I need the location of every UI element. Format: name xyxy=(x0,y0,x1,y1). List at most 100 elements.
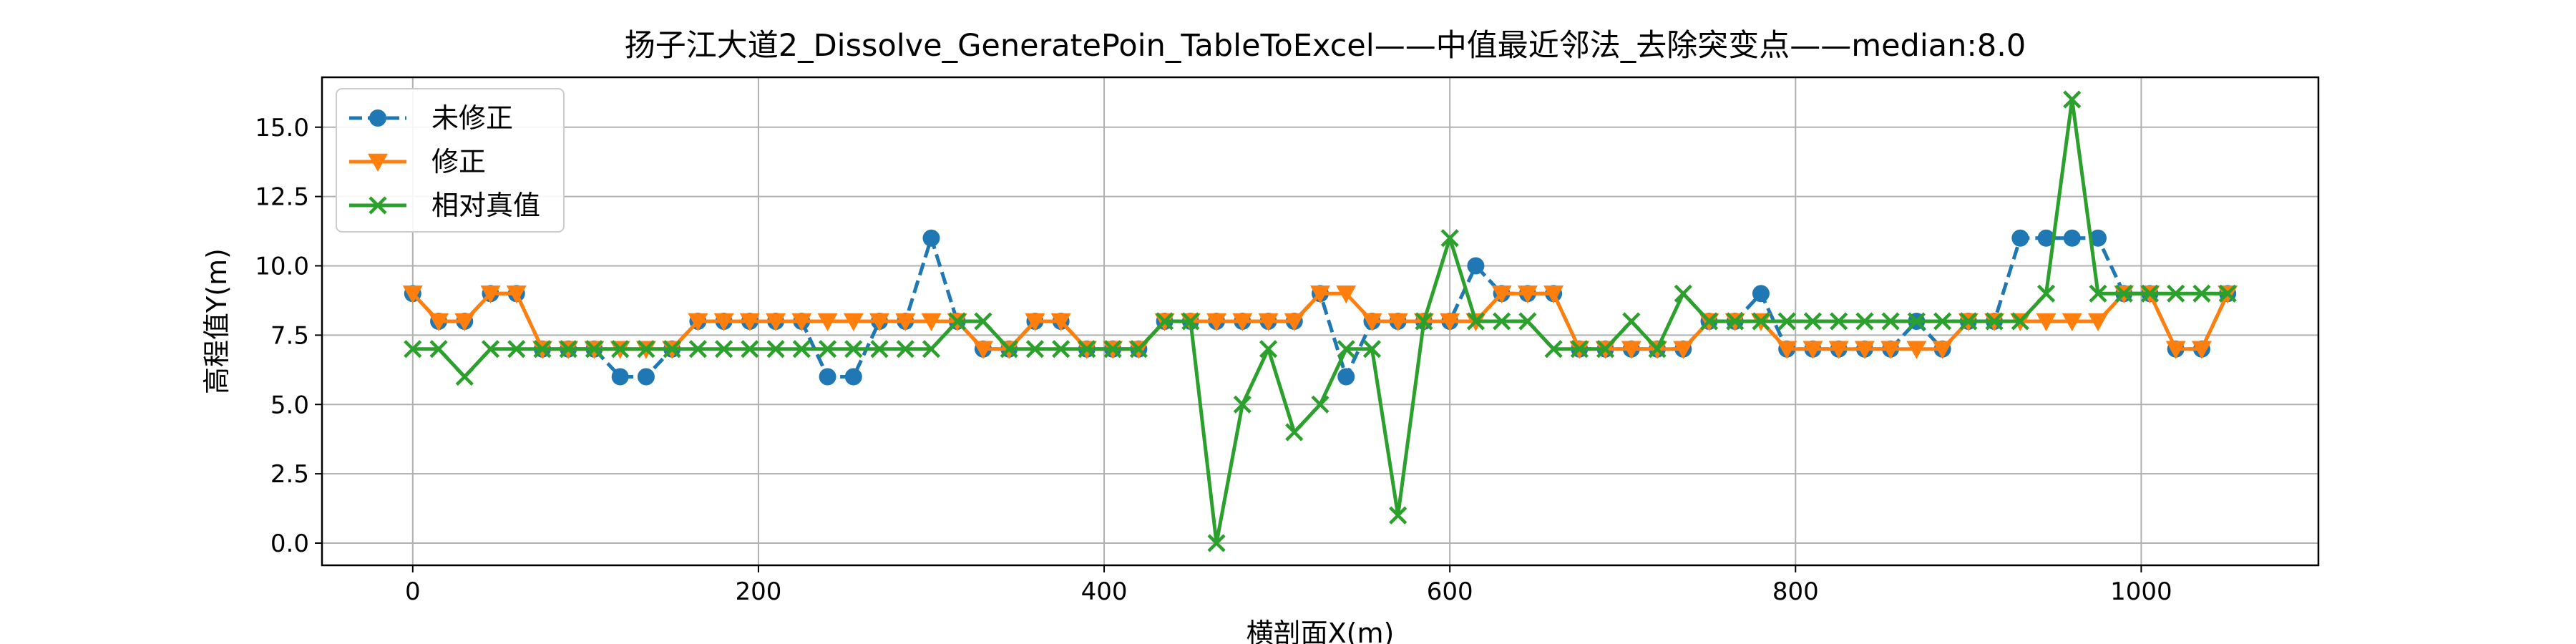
x-tick-label: 1000 xyxy=(2110,577,2172,606)
data-point xyxy=(870,340,889,358)
legend-marker xyxy=(369,196,387,215)
data-point xyxy=(1311,395,1330,414)
legend-label: 未修正 xyxy=(431,102,513,134)
data-point xyxy=(1129,340,1148,358)
data-point xyxy=(2062,313,2082,331)
data-point xyxy=(1337,368,1355,386)
data-point xyxy=(429,340,448,358)
y-axis-label: 高程值Y(m) xyxy=(201,248,233,394)
data-point xyxy=(1933,312,1952,331)
data-point xyxy=(972,341,993,359)
data-point xyxy=(1752,285,1770,303)
data-point xyxy=(844,340,863,358)
data-point xyxy=(533,340,552,358)
data-point xyxy=(1233,395,1252,414)
data-point xyxy=(974,312,992,331)
data-point xyxy=(2114,284,2133,303)
data-point xyxy=(688,340,707,358)
data-point xyxy=(741,340,759,358)
data-point xyxy=(1777,312,1796,331)
data-point xyxy=(1440,229,1459,248)
data-point xyxy=(1206,313,1227,331)
data-point xyxy=(819,368,836,386)
data-point xyxy=(1310,286,1330,304)
y-tick-label: 0.0 xyxy=(270,530,309,558)
x-tick-label: 600 xyxy=(1427,577,1473,606)
data-point xyxy=(817,313,838,331)
data-point xyxy=(1802,341,1823,359)
data-point xyxy=(2036,284,2056,303)
data-point xyxy=(1103,340,1122,358)
data-point xyxy=(2167,284,2185,303)
data-point xyxy=(869,313,890,331)
data-point xyxy=(1959,312,1978,331)
data-point xyxy=(843,313,864,331)
y-axis: 0.0 2.5 5.0 7.5 10.0 12.5 15.0 xyxy=(255,114,322,558)
data-point xyxy=(1491,286,1512,304)
data-point xyxy=(481,340,500,358)
data-point xyxy=(818,340,837,358)
y-tick-label: 12.5 xyxy=(255,183,309,212)
data-point xyxy=(2089,284,2107,303)
data-point xyxy=(2011,312,2029,331)
legend-marker xyxy=(369,109,386,127)
data-point xyxy=(1284,313,1304,331)
y-tick-label: 7.5 xyxy=(270,321,309,350)
data-point xyxy=(688,313,708,331)
data-point xyxy=(637,368,655,386)
data-point xyxy=(1674,284,1692,303)
data-point xyxy=(1880,341,1901,359)
data-point xyxy=(1543,286,1564,304)
data-point xyxy=(1259,340,1278,358)
legend-marker xyxy=(368,153,388,172)
data-point xyxy=(1752,312,1770,331)
data-point xyxy=(611,368,629,386)
data-point xyxy=(715,340,733,358)
data-point xyxy=(506,286,527,304)
data-point xyxy=(1000,340,1018,358)
data-point xyxy=(1156,312,1174,331)
grid xyxy=(322,77,2318,565)
data-point xyxy=(1467,257,1485,275)
x-tick-label: 400 xyxy=(1081,577,1128,606)
data-point xyxy=(948,312,967,331)
data-point xyxy=(1907,312,1926,331)
data-point xyxy=(1596,340,1615,358)
data-point xyxy=(2088,313,2109,331)
y-tick-label: 10.0 xyxy=(255,253,309,281)
data-point xyxy=(896,340,914,358)
legend-label: 修正 xyxy=(431,146,486,177)
data-point xyxy=(766,313,786,331)
data-point xyxy=(1337,340,1355,358)
data-point xyxy=(1570,340,1589,358)
data-point xyxy=(404,340,422,358)
data-point xyxy=(1362,313,1382,331)
data-point xyxy=(2192,284,2211,303)
data-point xyxy=(2165,341,2186,359)
data-point xyxy=(713,313,734,331)
data-point xyxy=(2218,284,2237,303)
legend-label: 相对真值 xyxy=(431,190,540,221)
data-point xyxy=(1932,341,1953,359)
data-point xyxy=(637,340,655,358)
data-point xyxy=(1258,313,1279,331)
data-point xyxy=(402,286,423,304)
data-point xyxy=(1389,506,1407,525)
data-point xyxy=(1050,313,1071,331)
data-point xyxy=(1207,534,1226,552)
data-point xyxy=(663,340,681,358)
chart-title: 扬子江大道2_Dissolve_GeneratePoin_TableToExce… xyxy=(625,28,2026,64)
data-point xyxy=(1648,340,1667,358)
data-point xyxy=(1466,312,1485,331)
data-point xyxy=(1855,312,1874,331)
data-point xyxy=(1699,312,1719,331)
data-point xyxy=(585,340,604,358)
data-point xyxy=(1232,313,1253,331)
data-point xyxy=(507,340,526,358)
x-tick-label: 800 xyxy=(1772,577,1819,606)
data-point xyxy=(2063,90,2082,109)
data-point xyxy=(895,313,916,331)
legend-box xyxy=(336,88,565,233)
data-point xyxy=(792,340,811,358)
data-point xyxy=(1854,341,1875,359)
